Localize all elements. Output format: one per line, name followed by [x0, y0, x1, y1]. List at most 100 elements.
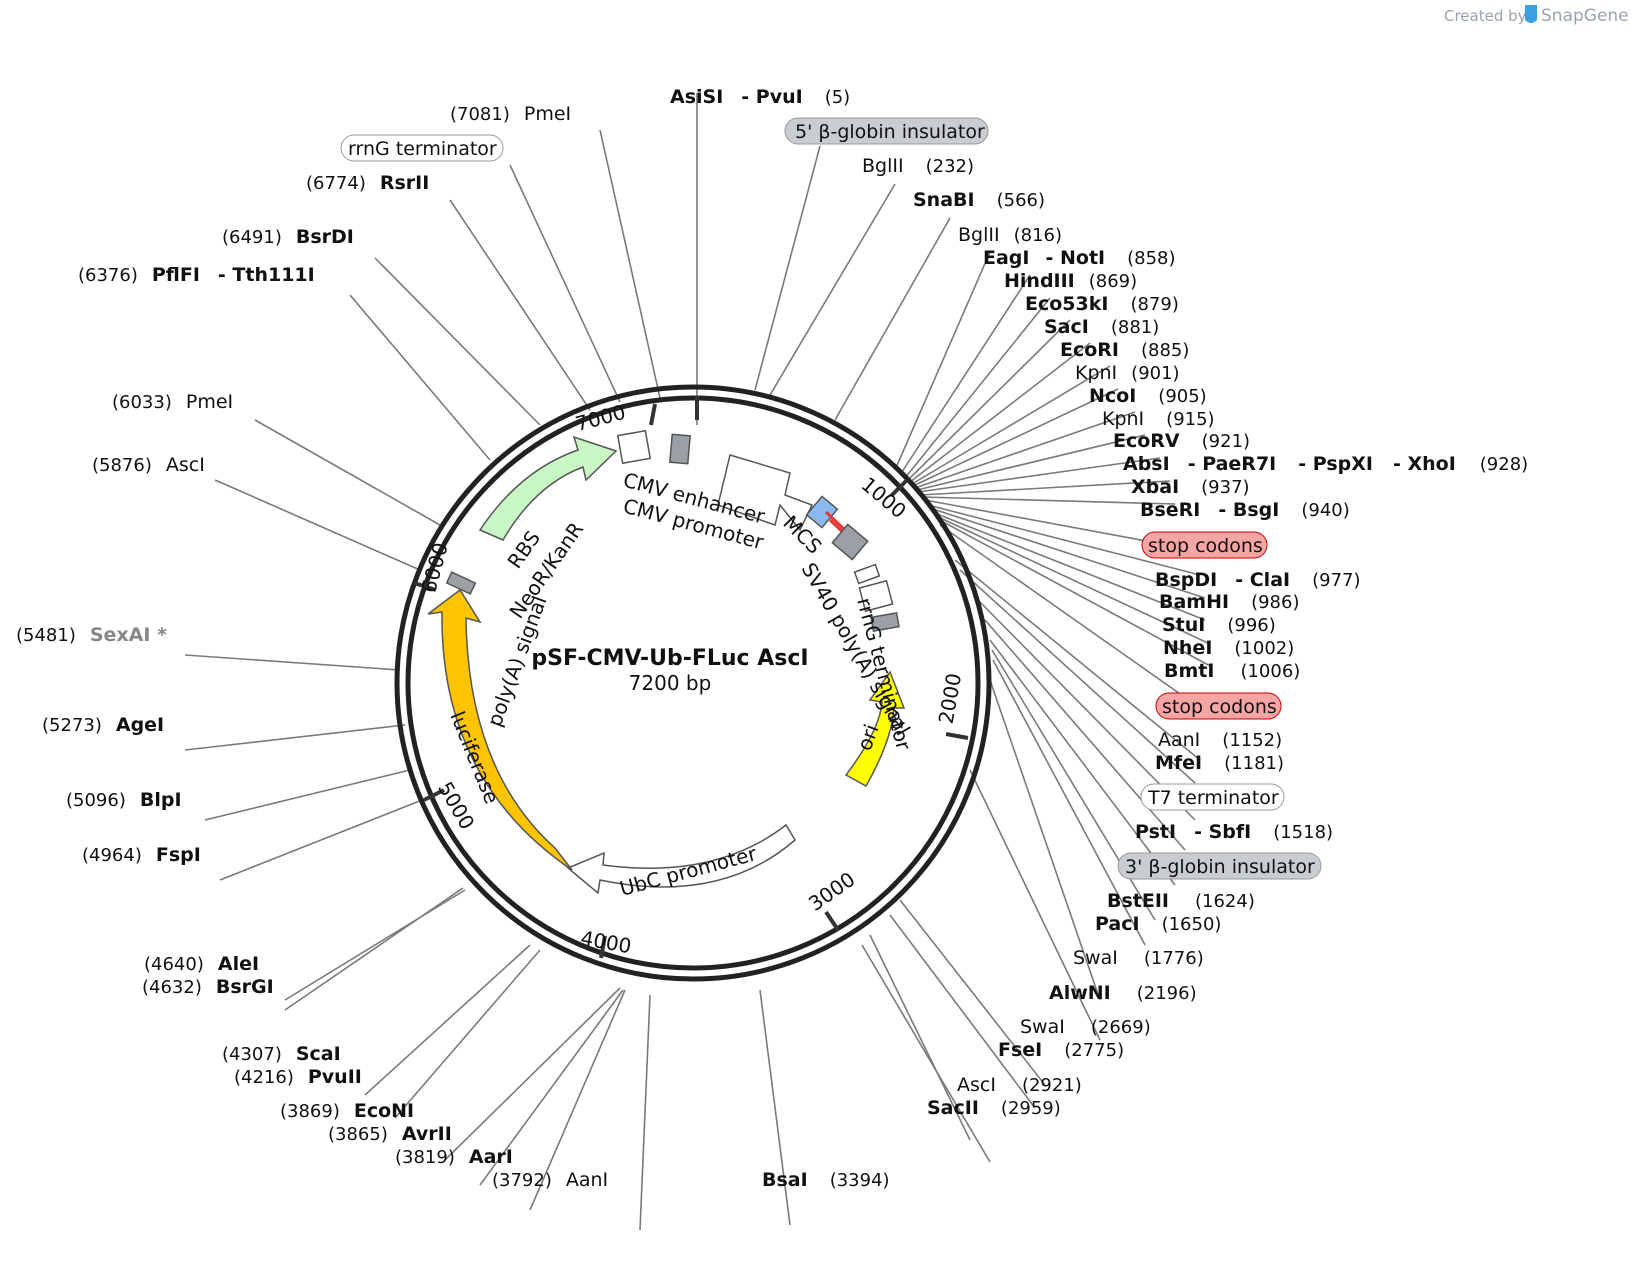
leader-lines: [184, 93, 1213, 1231]
snapgene-watermark: Created by SnapGene: [1444, 5, 1629, 26]
site-aari: (3819) AarI: [395, 1146, 513, 1168]
ubc-promoter-arrow: [566, 823, 796, 895]
features: [427, 429, 906, 895]
badge-rrng-terminator: rrnG terminator: [340, 134, 504, 162]
site-stui: StuI (996): [1162, 614, 1276, 636]
stop-codon-mark-1: [824, 510, 847, 532]
site-swai-2669: SwaI (2669): [1020, 1016, 1151, 1038]
svg-text:5' β-globin insulator: 5' β-globin insulator: [795, 121, 985, 143]
site-xbai: XbaI (937): [1131, 476, 1250, 498]
tick-7000: [649, 403, 657, 426]
site-snabi: SnaBI (566): [913, 189, 1045, 211]
site-eco53ki: Eco53kI (879): [1025, 293, 1179, 315]
site-eagi: EagI - NotI (858): [983, 247, 1176, 269]
site-aani-1152: AanI (1152): [1158, 729, 1282, 751]
site-bsrgi: (4632) BsrGI: [142, 976, 274, 998]
site-swai-1776: SwaI (1776): [1073, 947, 1204, 969]
site-rsrii: (6774) RsrII: [306, 172, 429, 194]
tick-1000: [889, 478, 909, 498]
site-blpi: (5096) BlpI: [66, 789, 182, 811]
site-avrii: (3865) AvrII: [328, 1123, 452, 1145]
site-pmei-6033: (6033) PmeI: [112, 391, 233, 413]
site-bseri: BseRI - BsgI (940): [1140, 499, 1350, 521]
site-labels: AsiSI - PvuI (5) BglII (232) SnaBI (566) Bgl…: [16, 86, 1528, 1191]
svg-text:rrnG terminator: rrnG terminator: [348, 138, 497, 160]
site-bmti: BmtI (1006): [1164, 660, 1300, 682]
site-hindiii: HindIII (869): [1004, 270, 1137, 292]
brand-label: SnapGene: [1541, 6, 1629, 26]
sv40-block: [858, 579, 894, 613]
tick-label-7000: 7000: [573, 400, 628, 436]
site-kpni-901: KpnI (901): [1075, 362, 1180, 384]
badge-insulator5: 5' β-globin insulator: [784, 117, 989, 145]
site-alei: (4640) AleI: [144, 953, 259, 975]
site-agei: (5273) AgeI: [42, 714, 164, 736]
tick-2000: [945, 732, 969, 740]
site-pvuii: (4216) PvuII: [234, 1066, 362, 1088]
ori-arrow: [844, 670, 906, 788]
site-asci-2921: AscI (2921): [957, 1074, 1082, 1096]
created-by-label: Created by: [1444, 7, 1527, 25]
site-mfei: MfeI (1181): [1155, 752, 1284, 774]
site-alwni: AlwNI (2196): [1049, 982, 1197, 1004]
tick-label-1000: 1000: [857, 472, 911, 523]
cmv-enhancer-arrow: [717, 454, 814, 532]
site-kpni-915: KpnI (915): [1102, 408, 1215, 430]
site-ncoi: NcoI (905): [1089, 385, 1207, 407]
tick-6000: [413, 581, 437, 592]
site-saci: SacI (881): [1044, 316, 1159, 338]
rrng-term2-block: [870, 611, 900, 633]
site-ecori: EcoRI (885): [1060, 339, 1189, 361]
plasmid-length: 7200 bp: [629, 671, 712, 695]
site-pflfi: (6376) PflFI - Tth111I: [78, 264, 315, 286]
tick-3000: [824, 910, 840, 932]
t7-block: [853, 563, 881, 585]
badge-stop-codons-2: stop codons: [1155, 692, 1282, 720]
site-bsrdi: (6491) BsrDI: [222, 226, 354, 248]
badge-stop-codons-1: stop codons: [1141, 531, 1268, 559]
insulator5-block: [669, 433, 691, 465]
site-scai: (4307) ScaI: [222, 1043, 341, 1065]
tick-label-5000: 5000: [433, 778, 479, 834]
site-sexai: (5481) SexAI *: [16, 624, 167, 646]
tick-label-4000: 4000: [579, 926, 633, 958]
svg-text:3' β-globin insulator: 3' β-globin insulator: [1125, 856, 1315, 878]
site-fspi: (4964) FspI: [82, 844, 201, 866]
site-paci: PacI (1650): [1095, 913, 1221, 935]
site-fsei: FseI (2775): [998, 1039, 1124, 1061]
site-asisi: AsiSI - PvuI (5): [670, 86, 850, 108]
site-aani-3792: (3792) AanI: [492, 1169, 608, 1191]
polya-block: [445, 571, 477, 595]
svg-text:T7 terminator: T7 terminator: [1147, 787, 1279, 809]
site-nhei: NheI (1002): [1163, 637, 1294, 659]
tick-label-3000: 3000: [804, 867, 859, 916]
plasmid-name: pSF-CMV-Ub-FLuc AscI: [531, 646, 808, 671]
badge-insulator3: 3' β-globin insulator: [1117, 852, 1322, 880]
site-psti: PstI - SbfI (1518): [1135, 821, 1333, 843]
site-bamhi: BamHI (986): [1159, 591, 1299, 613]
tick-5000: [423, 788, 445, 802]
tick-label-2000: 2000: [934, 671, 966, 725]
site-bsteii: BstEII (1624): [1107, 890, 1255, 912]
rrng-term-block: [616, 429, 652, 465]
site-econi: (3869) EcoNI: [280, 1100, 414, 1122]
mcs-block: [805, 495, 839, 529]
tick-4000: [599, 935, 607, 959]
site-pmei-7081: (7081) PmeI: [450, 103, 571, 125]
site-asci-5876: (5876) AscI: [92, 454, 205, 476]
insulator3-block: [831, 523, 869, 561]
neor-arrow: [478, 435, 618, 541]
luciferase-arrow: [427, 588, 573, 871]
site-bspdi: BspDI - ClaI (977): [1155, 569, 1361, 591]
badge-t7-terminator: T7 terminator: [1140, 783, 1285, 811]
site-ecorv: EcoRV (921): [1113, 430, 1250, 452]
site-absi: AbsI - PaeR7I - PspXI - XhoI (928): [1123, 453, 1528, 475]
site-bglii-816: BglII (816): [958, 224, 1062, 246]
backbone: [394, 384, 992, 982]
svg-text:stop codons: stop codons: [1162, 696, 1277, 718]
svg-text:stop codons: stop codons: [1148, 535, 1263, 557]
tick-label-6000: 6000: [416, 540, 452, 595]
snapgene-logo-icon: [1525, 5, 1537, 23]
site-bsai: BsaI (3394): [762, 1169, 890, 1191]
